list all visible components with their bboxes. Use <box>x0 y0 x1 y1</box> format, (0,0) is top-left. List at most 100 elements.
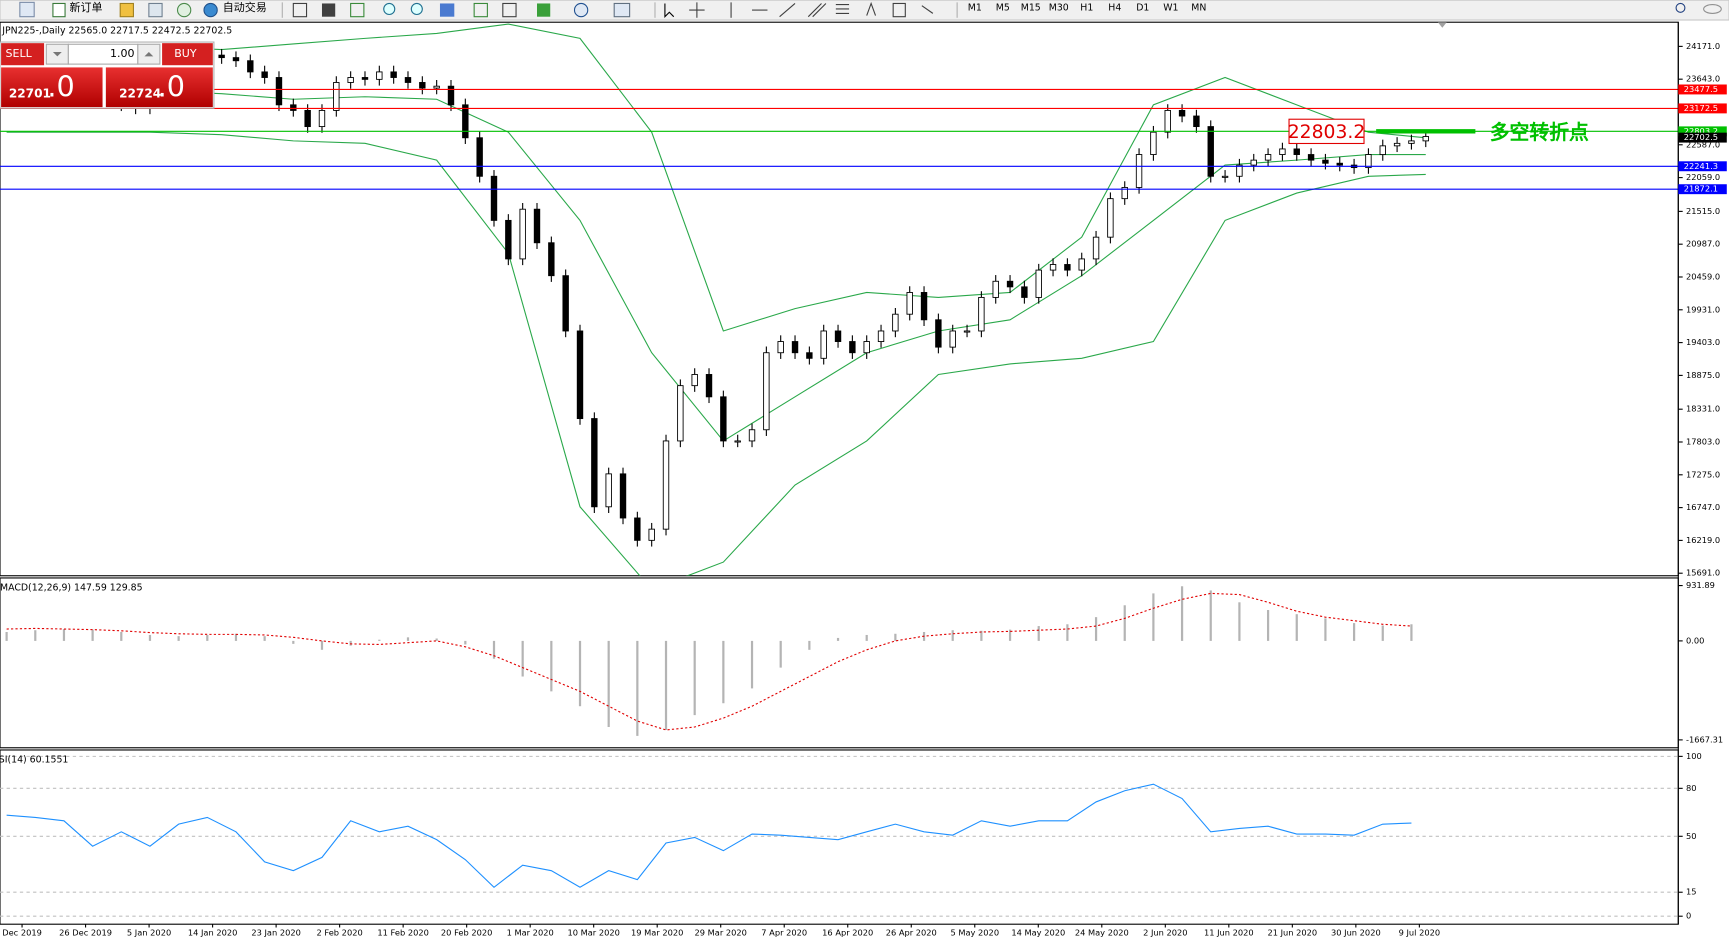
icon[interactable] <box>439 3 455 17</box>
ask-price-big[interactable]: .0 <box>158 69 185 103</box>
candle-body <box>1164 109 1171 133</box>
timeframe-button[interactable]: MN <box>1191 2 1206 13</box>
icon[interactable] <box>19 1 35 18</box>
new-order-icon[interactable] <box>52 2 66 18</box>
bid-price[interactable]: 22701 <box>9 86 51 100</box>
macd-bar <box>435 638 438 641</box>
macd-bar <box>550 640 553 692</box>
candle-body <box>791 341 799 354</box>
ask-box[interactable] <box>105 67 213 108</box>
candle-body <box>1221 175 1229 178</box>
main-chart: 22803.2 多空转折点 <box>0 23 1679 576</box>
sell-label[interactable]: SELL <box>6 47 33 60</box>
cursor-icon[interactable] <box>664 3 675 19</box>
candle-body <box>1107 198 1114 238</box>
icon[interactable] <box>613 2 631 18</box>
bollinger-line <box>6 131 1426 576</box>
zoom-out-icon[interactable] <box>410 2 423 16</box>
label-icon[interactable] <box>892 2 906 18</box>
timeframe-button[interactable]: H4 <box>1108 2 1121 13</box>
buy-button[interactable] <box>162 43 213 66</box>
icon[interactable] <box>573 2 589 18</box>
channel-icon[interactable] <box>807 3 827 18</box>
trendline-icon[interactable] <box>779 3 796 18</box>
candle-body <box>634 517 641 541</box>
auto-trading-icon[interactable] <box>203 2 218 18</box>
macd-bar <box>1410 624 1413 641</box>
rsi-line <box>6 783 1412 889</box>
zoom-in-icon[interactable] <box>383 2 396 16</box>
candle-body <box>1207 126 1214 177</box>
x-tick-label: 10 Mar 2020 <box>567 928 619 938</box>
crosshair-icon[interactable] <box>689 2 705 18</box>
auto-trading-button[interactable]: 自动交易 <box>223 0 267 14</box>
icon[interactable] <box>350 2 365 18</box>
fibo-icon[interactable] <box>835 4 850 14</box>
candle-body <box>304 109 311 128</box>
arrow-icon[interactable] <box>921 5 934 14</box>
lots-value[interactable]: 1.00 <box>110 47 135 60</box>
candle-body <box>1279 148 1286 155</box>
icon[interactable] <box>502 2 517 18</box>
candle-body <box>877 330 885 342</box>
bid-price-big[interactable]: .0 <box>47 69 74 103</box>
x-tick-label: 11 Feb 2020 <box>377 928 428 938</box>
macd-bar <box>750 640 754 689</box>
candle-body <box>519 208 526 260</box>
sell-button[interactable] <box>1 43 45 66</box>
candle-body <box>376 71 383 80</box>
timeframe-button[interactable]: M30 <box>1049 2 1069 13</box>
icon[interactable] <box>321 3 336 17</box>
macd-signal <box>6 592 1412 731</box>
icon[interactable] <box>176 2 192 18</box>
x-tick-label: 2 Feb 2020 <box>317 928 363 938</box>
macd-bar <box>34 630 37 641</box>
ask-price[interactable]: 22724 <box>119 86 161 100</box>
candle-body <box>1064 264 1071 271</box>
candle-body <box>462 104 469 139</box>
macd-bar <box>1209 590 1212 641</box>
icon[interactable] <box>119 2 134 18</box>
search-icon[interactable] <box>1675 2 1686 13</box>
cloud-icon[interactable] <box>1703 4 1722 14</box>
rsi-panel <box>0 749 1679 925</box>
candle-body <box>1006 280 1014 288</box>
candle-body <box>505 219 512 260</box>
icon[interactable] <box>537 3 551 17</box>
candle-body <box>863 341 870 354</box>
candle-body <box>275 77 283 106</box>
timeframe-button[interactable]: M15 <box>1021 2 1041 13</box>
candle-body <box>605 473 612 508</box>
timeframe-button[interactable]: M1 <box>968 2 982 13</box>
macd-bar <box>865 634 868 641</box>
buy-label[interactable]: BUY <box>174 47 197 60</box>
icon[interactable] <box>148 2 163 18</box>
bid-box[interactable] <box>1 67 103 108</box>
new-order-button[interactable]: 新订单 <box>69 0 102 14</box>
text-icon[interactable] <box>866 1 877 16</box>
timeframe-button[interactable]: M5 <box>996 2 1010 13</box>
candle-body <box>777 341 784 354</box>
macd-bar <box>378 639 381 641</box>
macd-bar <box>91 629 94 641</box>
candle-body <box>361 77 369 80</box>
macd-bar <box>951 630 954 641</box>
macd-bar <box>492 640 496 659</box>
timeframe-button[interactable]: W1 <box>1163 2 1178 13</box>
candle-body <box>1422 136 1429 142</box>
icon[interactable] <box>292 2 308 18</box>
macd-bar <box>406 637 410 641</box>
timeframe-button[interactable]: H1 <box>1080 2 1093 13</box>
y-tick-label: 0 <box>1686 911 1691 921</box>
timeframe-button[interactable]: D1 <box>1136 2 1149 13</box>
macd-bar <box>1324 618 1327 641</box>
price-level-label: 22241.3 <box>1684 161 1718 171</box>
candle-body <box>576 330 584 420</box>
candle-body <box>533 208 541 244</box>
candle-body <box>892 313 899 332</box>
macd-bar <box>607 640 610 727</box>
macd-bar <box>120 631 123 641</box>
candle-body <box>763 352 770 431</box>
icon[interactable] <box>473 2 488 18</box>
macd-bar <box>894 633 897 641</box>
